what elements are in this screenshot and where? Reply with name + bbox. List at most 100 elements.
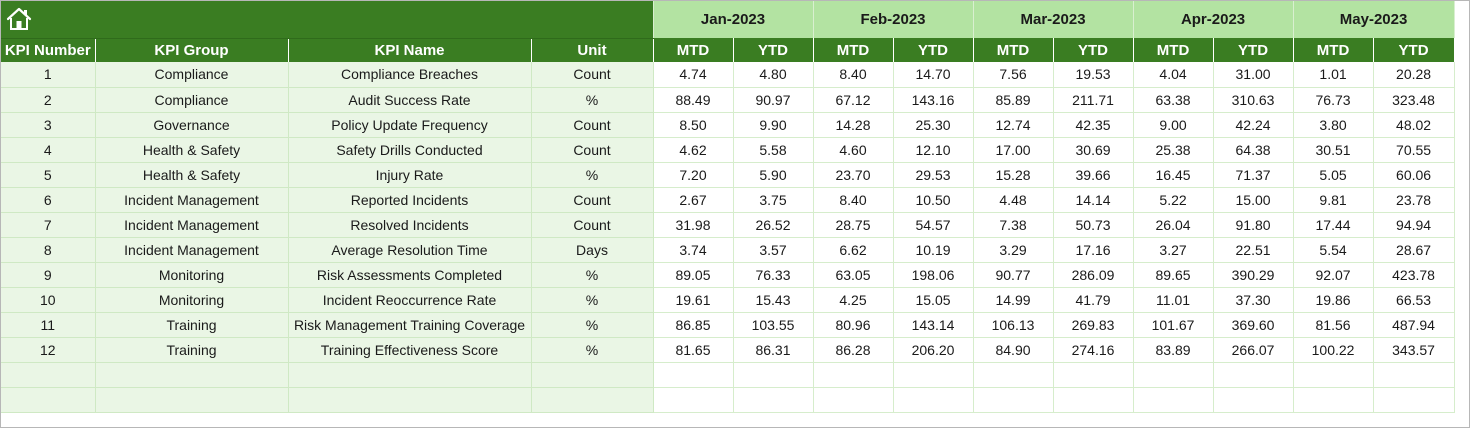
kpi-name-cell[interactable]: Risk Assessments Completed <box>288 262 532 288</box>
ytd-value-cell[interactable]: 266.07 <box>1213 337 1294 363</box>
mtd-value-cell[interactable]: 11.01 <box>1133 287 1214 313</box>
ytd-value-cell[interactable]: 15.05 <box>893 287 974 313</box>
unit-cell[interactable]: Count <box>531 187 654 213</box>
mtd-value-cell[interactable]: 83.89 <box>1133 337 1214 363</box>
ytd-value-cell[interactable]: 19.53 <box>1053 62 1134 88</box>
kpi-group-cell[interactable]: Monitoring <box>95 287 289 313</box>
empty-cell[interactable] <box>531 362 654 388</box>
ytd-value-cell[interactable]: 198.06 <box>893 262 974 288</box>
ytd-value-cell[interactable]: 211.71 <box>1053 87 1134 113</box>
kpi-name-cell[interactable]: Reported Incidents <box>288 187 532 213</box>
kpi-name-cell[interactable]: Policy Update Frequency <box>288 112 532 138</box>
empty-cell[interactable] <box>531 387 654 413</box>
ytd-value-cell[interactable]: 3.75 <box>733 187 814 213</box>
mtd-value-cell[interactable]: 63.38 <box>1133 87 1214 113</box>
unit-cell[interactable]: Days <box>531 237 654 263</box>
mtd-value-cell[interactable]: 26.04 <box>1133 212 1214 238</box>
mtd-value-cell[interactable]: 63.05 <box>813 262 894 288</box>
ytd-value-cell[interactable]: 269.83 <box>1053 312 1134 338</box>
kpi-name-cell[interactable]: Average Resolution Time <box>288 237 532 263</box>
kpi-group-cell[interactable]: Governance <box>95 112 289 138</box>
empty-cell[interactable] <box>1053 362 1134 388</box>
ytd-value-cell[interactable]: 10.19 <box>893 237 974 263</box>
kpi-group-cell[interactable]: Training <box>95 312 289 338</box>
mtd-value-cell[interactable]: 86.28 <box>813 337 894 363</box>
mtd-value-cell[interactable]: 14.99 <box>973 287 1054 313</box>
ytd-value-cell[interactable]: 37.30 <box>1213 287 1294 313</box>
mtd-value-cell[interactable]: 16.45 <box>1133 162 1214 188</box>
mtd-value-cell[interactable]: 4.60 <box>813 137 894 163</box>
ytd-value-cell[interactable]: 90.97 <box>733 87 814 113</box>
mtd-value-cell[interactable]: 30.51 <box>1293 137 1374 163</box>
ytd-value-cell[interactable]: 9.90 <box>733 112 814 138</box>
unit-cell[interactable]: Count <box>531 62 654 88</box>
empty-cell[interactable] <box>1293 362 1374 388</box>
ytd-value-cell[interactable]: 274.16 <box>1053 337 1134 363</box>
kpi-group-cell[interactable]: Health & Safety <box>95 162 289 188</box>
ytd-value-cell[interactable]: 71.37 <box>1213 162 1294 188</box>
unit-cell[interactable]: Count <box>531 212 654 238</box>
ytd-value-cell[interactable]: 66.53 <box>1373 287 1455 313</box>
mtd-value-cell[interactable]: 3.80 <box>1293 112 1374 138</box>
mtd-value-cell[interactable]: 9.81 <box>1293 187 1374 213</box>
mtd-value-cell[interactable]: 84.90 <box>973 337 1054 363</box>
ytd-value-cell[interactable]: 76.33 <box>733 262 814 288</box>
ytd-value-cell[interactable]: 15.00 <box>1213 187 1294 213</box>
ytd-value-cell[interactable]: 41.79 <box>1053 287 1134 313</box>
empty-cell[interactable] <box>288 387 532 413</box>
mtd-value-cell[interactable]: 106.13 <box>973 312 1054 338</box>
ytd-value-cell[interactable]: 3.57 <box>733 237 814 263</box>
mtd-value-cell[interactable]: 81.56 <box>1293 312 1374 338</box>
kpi-group-cell[interactable]: Training <box>95 337 289 363</box>
ytd-value-cell[interactable]: 29.53 <box>893 162 974 188</box>
ytd-value-cell[interactable]: 91.80 <box>1213 212 1294 238</box>
empty-cell[interactable] <box>1213 387 1294 413</box>
ytd-value-cell[interactable]: 64.38 <box>1213 137 1294 163</box>
kpi-name-cell[interactable]: Safety Drills Conducted <box>288 137 532 163</box>
mtd-value-cell[interactable]: 12.74 <box>973 112 1054 138</box>
empty-cell[interactable] <box>95 387 289 413</box>
ytd-value-cell[interactable]: 54.57 <box>893 212 974 238</box>
ytd-value-cell[interactable]: 42.35 <box>1053 112 1134 138</box>
ytd-value-cell[interactable]: 42.24 <box>1213 112 1294 138</box>
mtd-value-cell[interactable]: 2.67 <box>653 187 734 213</box>
unit-cell[interactable]: % <box>531 287 654 313</box>
mtd-value-cell[interactable]: 23.70 <box>813 162 894 188</box>
ytd-value-cell[interactable]: 369.60 <box>1213 312 1294 338</box>
mtd-value-cell[interactable]: 17.00 <box>973 137 1054 163</box>
mtd-value-cell[interactable]: 6.62 <box>813 237 894 263</box>
empty-cell[interactable] <box>1373 387 1455 413</box>
kpi-group-cell[interactable]: Compliance <box>95 62 289 88</box>
mtd-value-cell[interactable]: 1.01 <box>1293 62 1374 88</box>
ytd-value-cell[interactable]: 25.30 <box>893 112 974 138</box>
ytd-value-cell[interactable]: 86.31 <box>733 337 814 363</box>
ytd-value-cell[interactable]: 30.69 <box>1053 137 1134 163</box>
mtd-value-cell[interactable]: 7.56 <box>973 62 1054 88</box>
ytd-value-cell[interactable]: 94.94 <box>1373 212 1455 238</box>
kpi-name-cell[interactable]: Injury Rate <box>288 162 532 188</box>
ytd-value-cell[interactable]: 5.58 <box>733 137 814 163</box>
empty-cell[interactable] <box>653 362 734 388</box>
mtd-value-cell[interactable]: 28.75 <box>813 212 894 238</box>
ytd-value-cell[interactable]: 26.52 <box>733 212 814 238</box>
kpi-number-cell[interactable]: 12 <box>1 337 96 363</box>
kpi-number-cell[interactable]: 8 <box>1 237 96 263</box>
mtd-value-cell[interactable]: 5.05 <box>1293 162 1374 188</box>
ytd-value-cell[interactable]: 50.73 <box>1053 212 1134 238</box>
mtd-value-cell[interactable]: 3.29 <box>973 237 1054 263</box>
empty-cell[interactable] <box>813 387 894 413</box>
unit-cell[interactable]: % <box>531 262 654 288</box>
kpi-number-cell[interactable]: 2 <box>1 87 96 113</box>
mtd-value-cell[interactable]: 92.07 <box>1293 262 1374 288</box>
kpi-name-cell[interactable]: Incident Reoccurrence Rate <box>288 287 532 313</box>
kpi-name-cell[interactable]: Compliance Breaches <box>288 62 532 88</box>
unit-cell[interactable]: % <box>531 162 654 188</box>
mtd-value-cell[interactable]: 90.77 <box>973 262 1054 288</box>
mtd-value-cell[interactable]: 3.27 <box>1133 237 1214 263</box>
empty-cell[interactable] <box>813 362 894 388</box>
empty-cell[interactable] <box>973 387 1054 413</box>
ytd-value-cell[interactable]: 14.14 <box>1053 187 1134 213</box>
empty-cell[interactable] <box>1133 362 1214 388</box>
ytd-value-cell[interactable]: 23.78 <box>1373 187 1455 213</box>
empty-cell[interactable] <box>95 362 289 388</box>
